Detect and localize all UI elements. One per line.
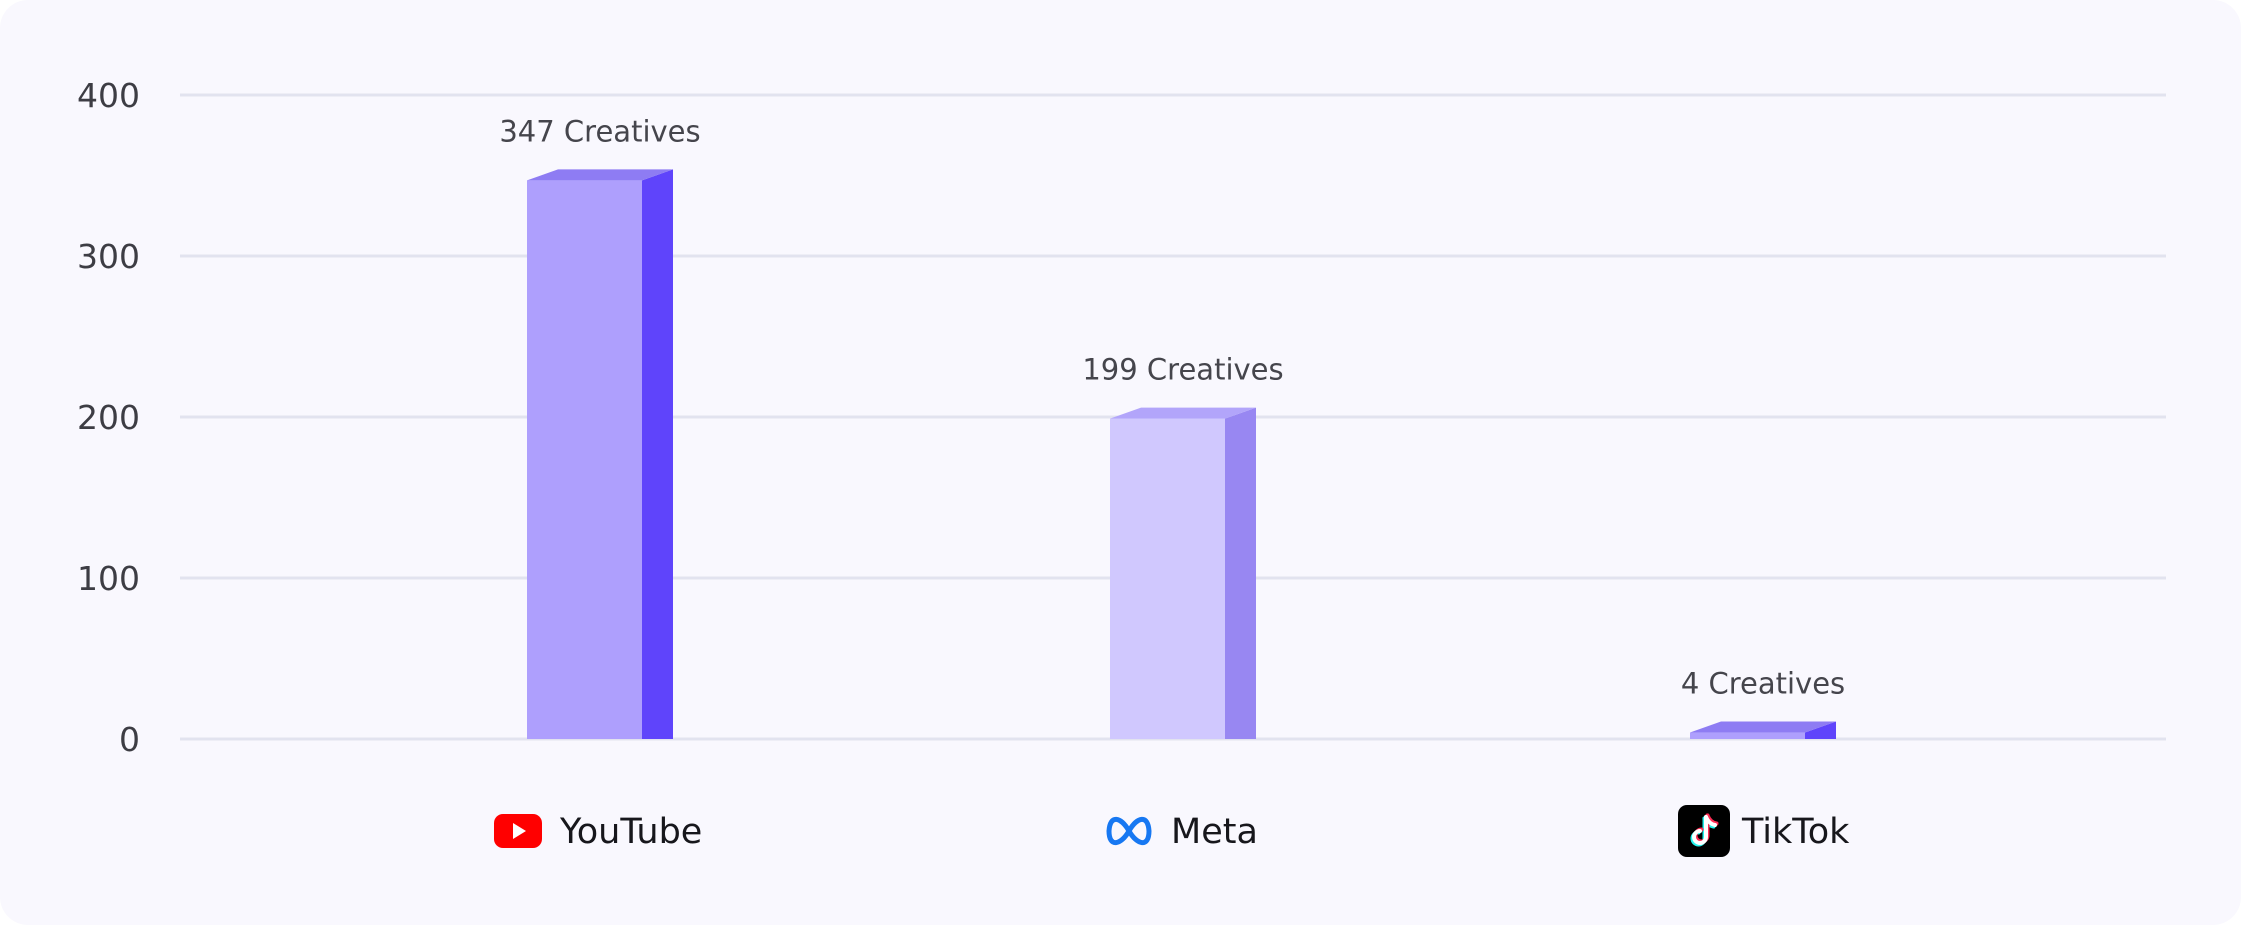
bar-data-label: 347 Creatives (499, 114, 700, 148)
bar-top-face (1690, 721, 1836, 733)
y-tick-label: 200 (77, 398, 140, 437)
bar-front-face (527, 180, 642, 739)
bar-side-face (642, 169, 673, 739)
bars (527, 169, 1836, 739)
bar-top-face (527, 169, 673, 181)
category-label-text: TikTok (1741, 812, 1850, 852)
bar-meta (1110, 407, 1256, 739)
category-label-text: Meta (1171, 812, 1258, 852)
meta-logo-icon (1106, 816, 1152, 846)
y-axis-tick-labels: 0 100 200 300 400 (77, 76, 140, 759)
bar-youtube (527, 169, 673, 739)
category-label-text: YouTube (559, 812, 702, 852)
category-label-youtube: YouTube (494, 812, 702, 852)
youtube-logo-icon (494, 814, 542, 848)
y-tick-label: 100 (77, 559, 140, 598)
bar-front-face (1690, 732, 1805, 739)
bar-tiktok (1690, 721, 1836, 739)
bar-top-face (1110, 407, 1256, 419)
y-tick-label: 0 (119, 720, 140, 759)
tiktok-logo-icon (1678, 805, 1730, 857)
bar-data-label: 199 Creatives (1082, 353, 1283, 387)
bar-side-face (1225, 407, 1256, 739)
category-label-tiktok: TikTok (1678, 805, 1850, 857)
bar-data-label: 4 Creatives (1681, 667, 1845, 701)
bar-side-face (1805, 721, 1836, 739)
y-tick-label: 300 (77, 237, 140, 276)
bar-front-face (1110, 418, 1225, 739)
x-axis-category-labels: YouTube Meta TikTok (494, 805, 1850, 857)
data-labels: 347 Creatives 199 Creatives 4 Creatives (499, 114, 1845, 700)
category-label-meta: Meta (1106, 812, 1258, 852)
y-tick-label: 400 (77, 76, 140, 115)
